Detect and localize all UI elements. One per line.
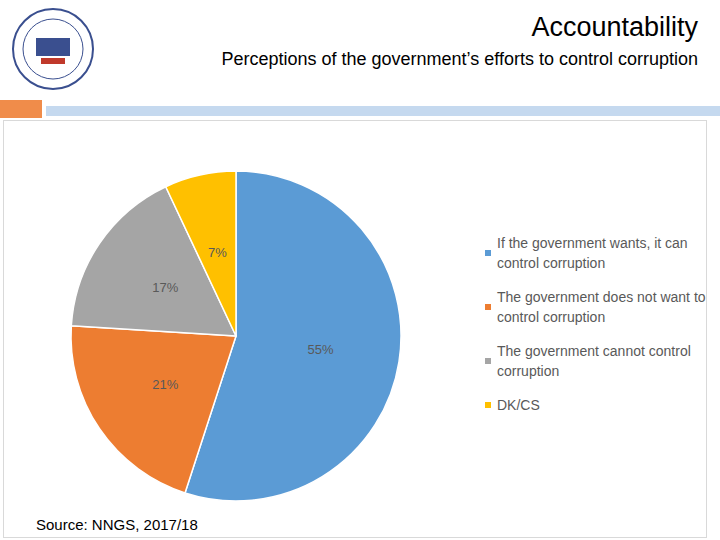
svg-text:21%: 21% xyxy=(152,377,178,392)
svg-text:7%: 7% xyxy=(208,245,227,260)
html-text:Source: NNGS, 2017/18: Source: NNGS, 2017/18 xyxy=(36,516,198,533)
svg-text:control corruption: control corruption xyxy=(497,255,605,271)
html-text:Accountability: Accountability xyxy=(531,12,698,42)
html-text:Perceptions of the government’: Perceptions of the government’s efforts … xyxy=(221,49,698,69)
svg-text:The government cannot control: The government cannot control xyxy=(497,343,695,359)
svg-text:If the government wants, it ca: If the government wants, it can xyxy=(497,235,692,251)
svg-text:DK/CS: DK/CS xyxy=(497,397,540,413)
svg-text:17%: 17% xyxy=(152,280,178,295)
svg-text:control corruption: control corruption xyxy=(497,309,605,325)
svg-text:The government does not want t: The government does not want to xyxy=(497,289,709,305)
svg-text:55%: 55% xyxy=(307,342,333,357)
svg-text:corruption: corruption xyxy=(497,363,559,379)
